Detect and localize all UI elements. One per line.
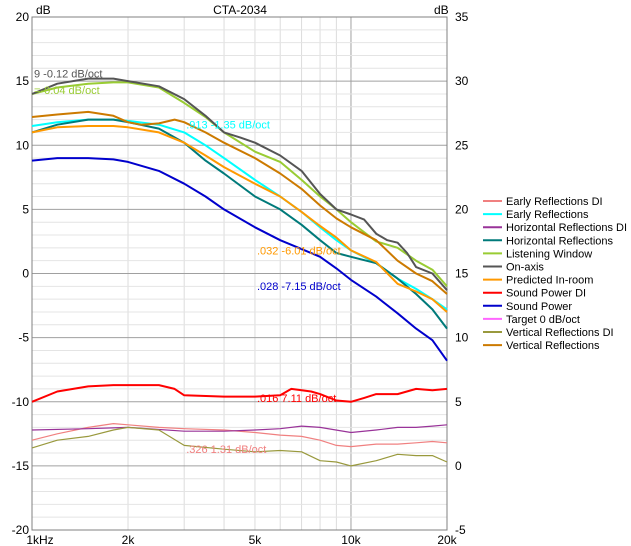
x-tick-label-3: 10k	[341, 533, 361, 546]
legend-label-9: Target 0 dB/oct	[506, 314, 580, 326]
grid	[32, 17, 447, 530]
series-line-11	[31, 110, 448, 295]
curves	[31, 77, 448, 467]
series-line-6	[31, 125, 448, 313]
legend-label-3: Horizontal Reflections	[506, 235, 613, 247]
legend-label-4: Listening Window	[506, 248, 592, 260]
left-axis-unit: dB	[36, 3, 51, 17]
y-left-tick-label-4: 0	[22, 267, 29, 281]
y-right-tick-label-0: 35	[455, 10, 469, 24]
series-line-8	[31, 157, 448, 362]
legend-label-8: Sound Power	[506, 301, 572, 313]
y-left-tick-label-0: 20	[16, 10, 30, 24]
legend-label-10: Vertical Reflections DI	[506, 327, 614, 339]
y-right-tick-label-3: 20	[455, 202, 469, 216]
annotation-1: =-0.04 dB/oct	[34, 85, 100, 97]
legend-label-2: Horizontal Reflections DI	[506, 222, 627, 234]
y-right-tick-label-6: 5	[455, 395, 462, 409]
annotation-0: 9 -0.12 dB/oct	[34, 68, 103, 80]
y-left-tick-label-8: -20	[12, 523, 30, 537]
annotation-2: .913 -1.35 dB/oct	[186, 120, 270, 132]
series-line-0	[31, 423, 448, 448]
x-tick-label-0: 1kHz	[26, 533, 53, 546]
legend-label-0: Early Reflections DI	[506, 196, 603, 208]
axes: CTA-2034 dB dB 1kHz 2k 5k 10k 20k 20 15 10 5 0 -5 -…	[12, 3, 469, 546]
y-right-tick-label-1: 30	[455, 74, 469, 88]
y-right-tick-label-4: 15	[455, 267, 469, 281]
y-left-tick-label-5: -5	[18, 331, 29, 345]
legend-label-7: Sound Power DI	[506, 288, 586, 300]
y-right-tick-label-7: 0	[455, 459, 462, 473]
legend-label-6: Predicted In-room	[506, 275, 593, 287]
y-left-tick-label-3: 5	[22, 202, 29, 216]
y-right-tick-label-2: 25	[455, 138, 469, 152]
y-left-tick-label-1: 15	[16, 74, 30, 88]
series-line-5	[31, 77, 448, 291]
chart-title: CTA-2034	[213, 3, 267, 17]
series-line-4	[31, 81, 448, 287]
legend-label-11: Vertical Reflections	[506, 340, 600, 352]
legend-label-1: Early Reflections	[506, 209, 589, 221]
annotation-6: .326 1.31 dB/oct	[186, 444, 266, 456]
x-tick-label-2: 5k	[249, 533, 263, 546]
y-left-tick-label-6: -10	[12, 395, 30, 409]
annotation-3: .032 -6.01 dB/oct	[257, 245, 341, 257]
legend-label-5: On-axis	[506, 262, 544, 274]
plot-frame	[31, 16, 448, 531]
series-line-7	[31, 384, 448, 403]
y-left-tick-label-2: 10	[16, 138, 30, 152]
y-right-tick-label-5: 10	[455, 331, 469, 345]
y-right-tick-label-8: -5	[455, 523, 466, 537]
annotation-5: .016 7.11 dB/oct	[257, 393, 336, 405]
series-line-10	[31, 426, 448, 467]
series-line-3	[31, 118, 448, 330]
y-left-tick-label-7: -15	[12, 459, 30, 473]
annotation-4: .028 -7.15 dB/oct	[257, 281, 341, 293]
right-axis-unit: dB	[434, 3, 449, 17]
x-tick-label-4: 20k	[437, 533, 457, 546]
annotations: 9 -0.12 dB/oct =-0.04 dB/oct .913 -1.35 dB…	[34, 68, 341, 456]
x-tick-label-1: 2k	[122, 533, 136, 546]
